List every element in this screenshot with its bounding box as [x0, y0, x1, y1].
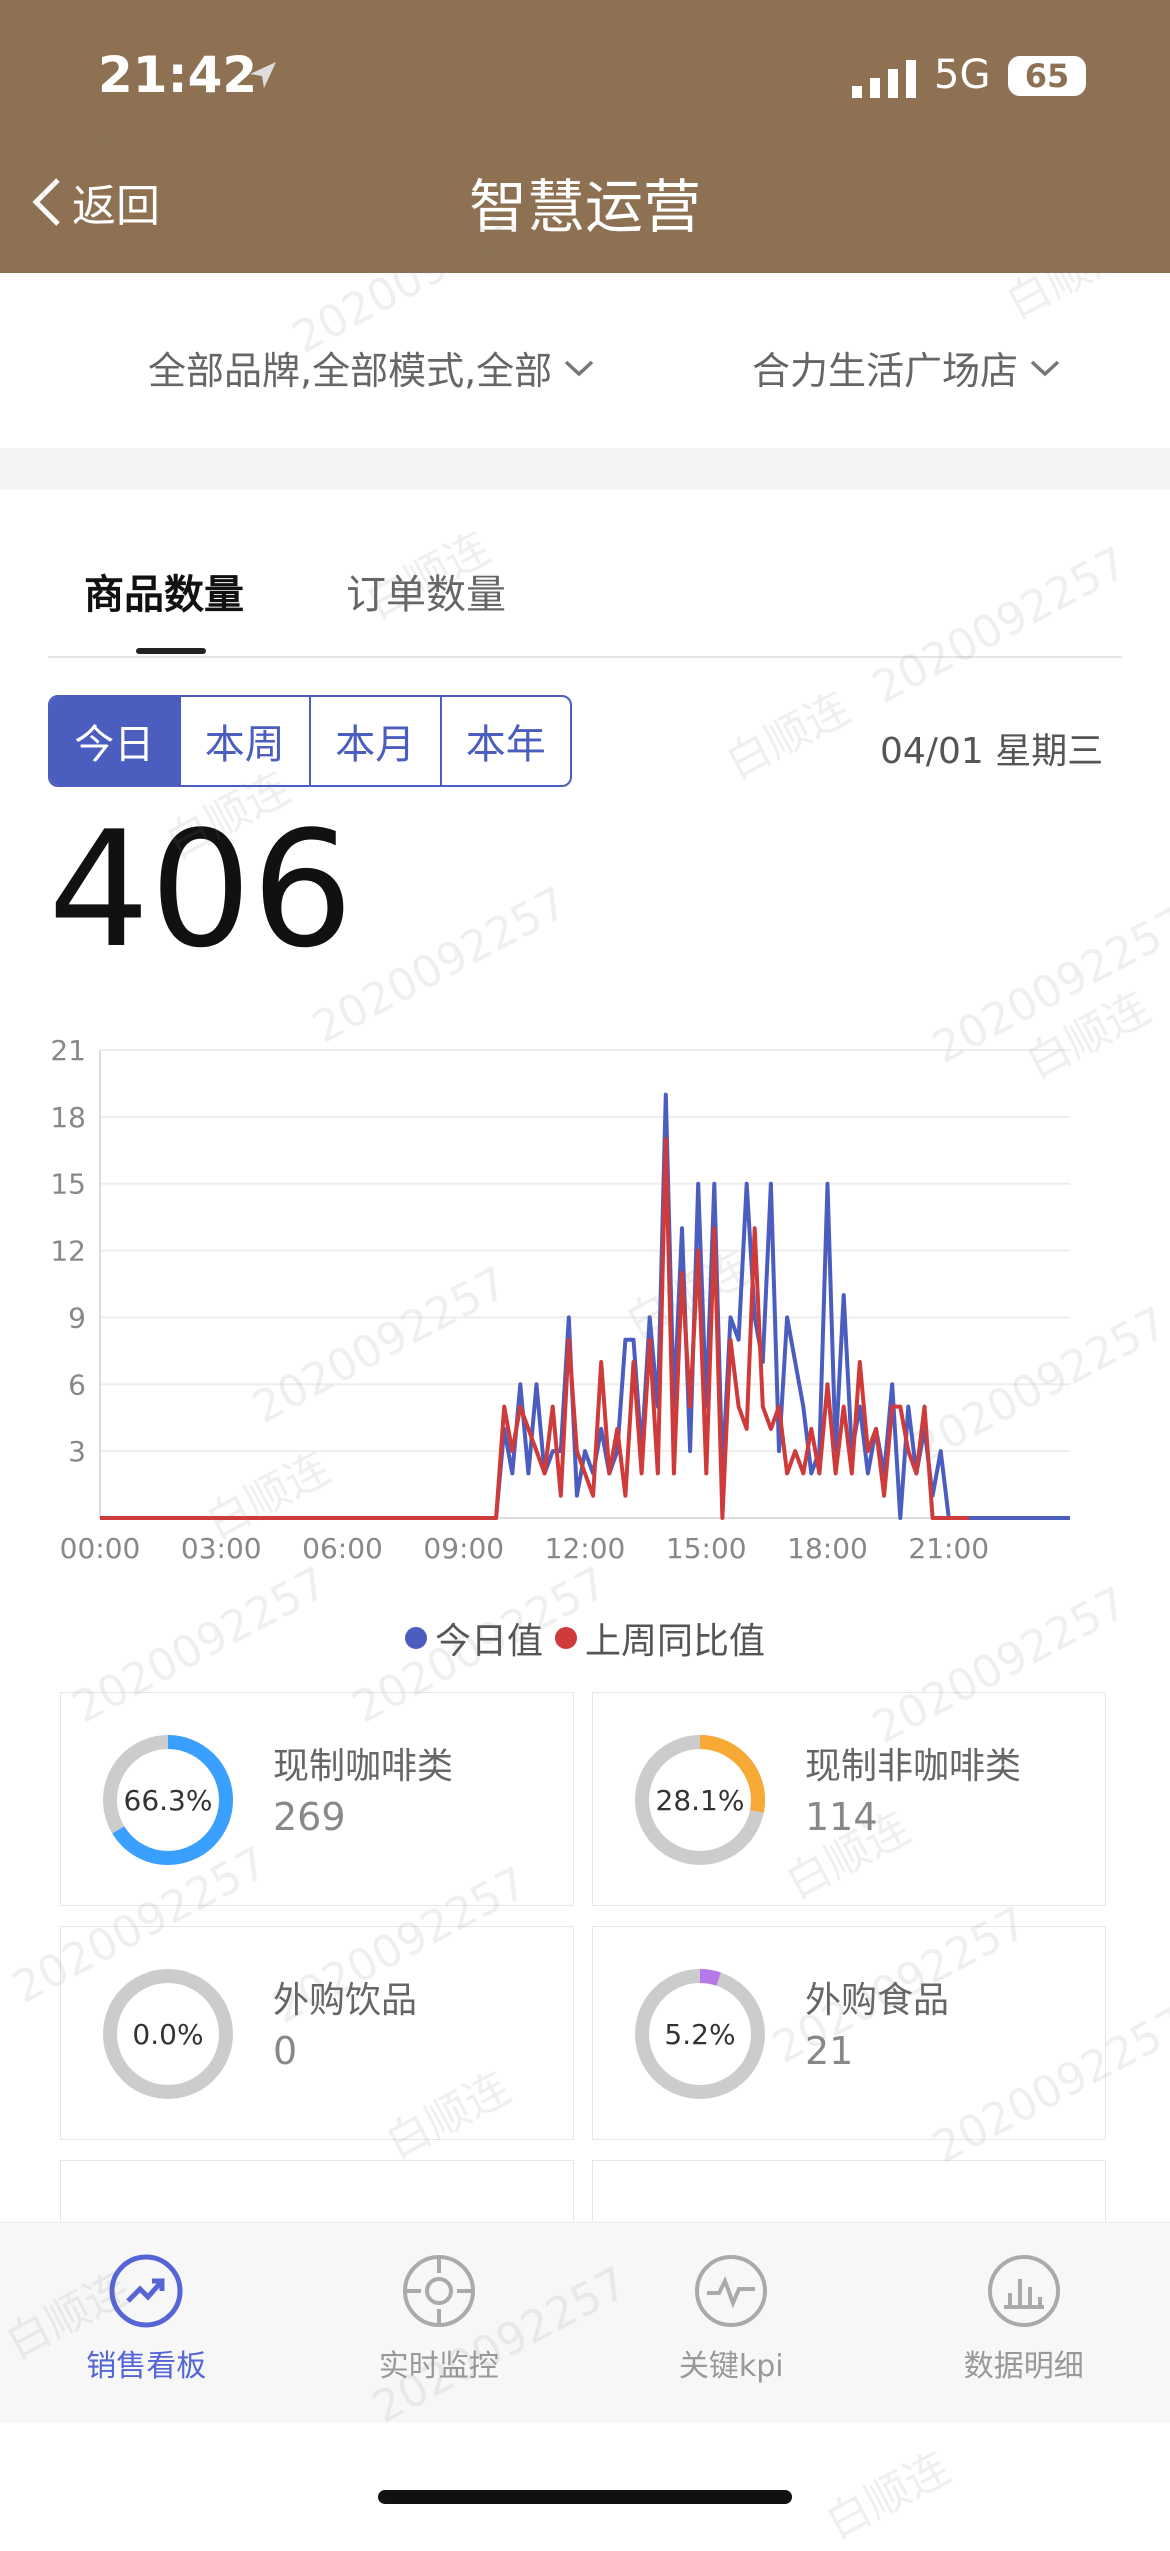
y-tick-label: 6 [68, 1368, 86, 1401]
category-name: 外购饮品 [273, 1971, 417, 2023]
legend-dot-last-week [555, 1627, 577, 1649]
legend-today: 今日值 [405, 1612, 543, 1664]
tab-order-count[interactable]: 订单数量 [346, 562, 506, 620]
y-tick-label: 12 [50, 1235, 86, 1268]
series-line-last-week [100, 1139, 969, 1518]
chevron-down-icon [562, 358, 596, 378]
x-tick-label: 06:00 [302, 1532, 383, 1565]
date-label: 04/01 星期三 [880, 722, 1103, 774]
period-today[interactable]: 今日 [50, 697, 181, 785]
legend-label-last-week: 上周同比值 [585, 1612, 765, 1664]
nav-label: 销售看板 [86, 2341, 206, 2385]
percent-label: 5.2% [633, 1967, 767, 2101]
legend-label-today: 今日值 [435, 1612, 543, 1664]
location-arrow-icon [246, 58, 280, 92]
category-card[interactable]: 0.0% 外购饮品 0 [60, 1926, 574, 2140]
bar-chart-icon [986, 2253, 1062, 2329]
category-card[interactable]: 28.1% 现制非咖啡类 114 [592, 1692, 1106, 1906]
nav-label: 数据明细 [964, 2341, 1084, 2385]
x-tick-label: 09:00 [423, 1532, 504, 1565]
nav-label: 关键kpi [679, 2341, 784, 2385]
watermark: 2020092257 [864, 537, 1135, 713]
nav-data-detail[interactable]: 数据明细 [878, 2223, 1170, 2423]
category-value: 114 [805, 1795, 878, 1839]
chevron-down-icon [1028, 358, 1062, 378]
nav-key-kpi[interactable]: 关键kpi [585, 2223, 878, 2423]
bottom-nav: 销售看板 实时监控 关键kpi 数据明细 [0, 2222, 1170, 2423]
legend-last-week: 上周同比值 [555, 1612, 765, 1664]
network-type: 5G [934, 52, 990, 98]
x-tick-label: 00:00 [60, 1532, 141, 1565]
crosshair-icon [401, 2253, 477, 2329]
pulse-icon [693, 2253, 769, 2329]
watermark: 白顺连 [813, 2433, 960, 2551]
store-label: 合力生活广场店 [752, 340, 1018, 395]
y-tick-label: 21 [50, 1034, 86, 1067]
category-card[interactable]: 5.2% 外购食品 21 [592, 1926, 1106, 2140]
category-name: 外购食品 [805, 1971, 949, 2023]
series-line-today [100, 1095, 1070, 1518]
hourly-line-chart: 3 6 9 12 15 18 21 00:00 03:00 06:00 09:00 12:00 15:0… [40, 1030, 1140, 1590]
home-indicator[interactable] [378, 2490, 792, 2504]
period-month[interactable]: 本月 [311, 697, 442, 785]
y-tick-label: 9 [68, 1301, 86, 1334]
total-count: 406 [48, 810, 353, 970]
period-selector: 今日 本周 本月 本年 [48, 695, 572, 787]
y-tick-label: 15 [50, 1168, 86, 1201]
tab-product-count[interactable]: 商品数量 [84, 562, 244, 620]
signal-bars-icon [852, 60, 916, 98]
period-week[interactable]: 本周 [181, 697, 312, 785]
x-tick-label: 21:00 [908, 1532, 989, 1565]
category-name: 现制非咖啡类 [805, 1737, 1021, 1789]
percent-label: 66.3% [101, 1733, 235, 1867]
brand-mode-filter[interactable]: 全部品牌,全部模式,全部 [148, 340, 596, 395]
tab-divider [48, 656, 1122, 658]
page-title: 智慧运营 [0, 160, 1170, 244]
category-card[interactable]: 66.3% 现制咖啡类 269 [60, 1692, 574, 1906]
x-tick-label: 03:00 [181, 1532, 262, 1565]
legend-dot-today [405, 1627, 427, 1649]
category-value: 21 [805, 2029, 853, 2073]
period-year[interactable]: 本年 [442, 697, 571, 785]
status-time: 21:42 [98, 46, 257, 104]
battery-indicator: 65 [1008, 56, 1086, 96]
chart-legend: 今日值 上周同比值 [0, 1612, 1170, 1664]
section-divider [0, 448, 1170, 490]
nav-label: 实时监控 [379, 2341, 499, 2385]
brand-mode-label: 全部品牌,全部模式,全部 [148, 340, 552, 395]
x-tick-label: 15:00 [666, 1532, 747, 1565]
percent-label: 28.1% [633, 1733, 767, 1867]
app-header: 21:42 5G 65 返回 智慧运营 [0, 0, 1170, 273]
x-tick-label: 18:00 [787, 1532, 868, 1565]
category-value: 269 [273, 1795, 346, 1839]
nav-realtime-monitor[interactable]: 实时监控 [293, 2223, 586, 2423]
trend-up-icon [108, 2253, 184, 2329]
store-filter[interactable]: 合力生活广场店 [752, 340, 1062, 395]
active-tab-indicator [136, 648, 206, 654]
y-tick-label: 18 [50, 1101, 86, 1134]
x-tick-label: 12:00 [545, 1532, 626, 1565]
y-tick-label: 3 [68, 1435, 86, 1468]
nav-sales-board[interactable]: 销售看板 [0, 2223, 293, 2423]
category-name: 现制咖啡类 [273, 1737, 453, 1789]
watermark: 白顺连 [713, 673, 860, 791]
percent-label: 0.0% [101, 1967, 235, 2101]
category-value: 0 [273, 2029, 297, 2073]
